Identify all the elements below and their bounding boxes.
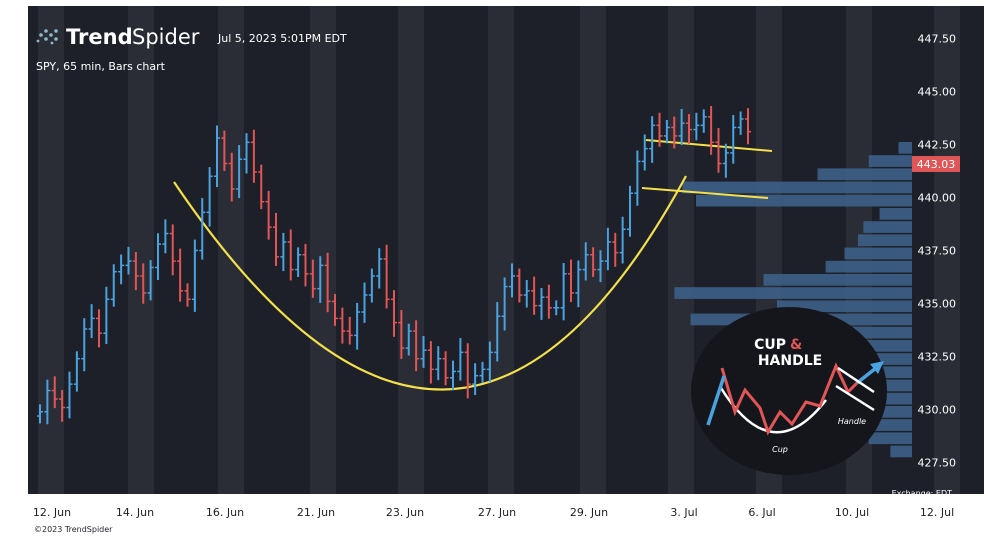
volume-profile-bar <box>763 274 912 286</box>
logo-icon <box>36 29 58 45</box>
inset-cup-label: Cup <box>772 445 788 454</box>
volume-profile-bar <box>696 194 912 207</box>
volume-profile-bar <box>890 445 912 458</box>
volume-profile-bar <box>817 168 912 181</box>
last-price-label: 443.03 <box>917 158 956 171</box>
x-tick-label: 6. Jul <box>748 506 775 519</box>
inset-handle-lower <box>835 384 875 412</box>
inset-handle-label: Handle <box>838 417 866 426</box>
volume-profile-bar <box>682 181 912 194</box>
handle-lower-line <box>641 187 769 199</box>
x-tick-label: 16. Jun <box>206 506 244 519</box>
inset-title-cup: CUP <box>754 337 786 353</box>
session-stripe <box>128 6 154 494</box>
session-stripe <box>310 6 336 494</box>
volume-profile-bar <box>868 432 912 445</box>
inset-price-path <box>720 362 860 436</box>
timestamp: Jul 5, 2023 5:01PM EDT <box>217 32 347 45</box>
y-tick-label: 427.50 <box>918 457 957 470</box>
session-stripe <box>488 6 514 494</box>
inset-left-arrow <box>706 375 726 426</box>
cup-handle-inset: CUP & HANDLE Cup Handle <box>691 307 887 475</box>
brand-name-bold: Trend <box>66 25 133 49</box>
y-tick-label: 440.00 <box>918 191 957 204</box>
inset-arrowhead <box>870 361 884 374</box>
x-tick-label: 12. Jul <box>920 506 954 519</box>
session-stripe <box>934 6 960 494</box>
symbol-line: SPY, 65 min, Bars chart <box>36 60 166 73</box>
session-stripe <box>38 6 64 494</box>
inset-title-handle: HANDLE <box>758 353 822 369</box>
exchange-label: Exchange: EDT <box>892 489 953 498</box>
y-tick-label: 437.50 <box>918 245 957 258</box>
x-tick-label: 3. Jul <box>670 506 697 519</box>
cup-curve <box>173 175 687 391</box>
x-tick-label: 12. Jun <box>33 506 71 519</box>
session-stripe <box>398 6 424 494</box>
brand-name-light: Spider <box>132 25 200 49</box>
volume-profile-bar <box>868 155 912 167</box>
inset-handle-upper <box>837 366 875 394</box>
y-tick-label: 447.50 <box>918 32 957 45</box>
volume-profile-bar <box>879 208 912 220</box>
x-tick-label: 23. Jun <box>386 506 424 519</box>
volume-profile-bar <box>858 234 912 247</box>
volume-profile-bar <box>674 287 912 299</box>
last-price-badge <box>912 156 960 172</box>
y-tick-label: 432.50 <box>918 351 957 364</box>
volume-profile-bar <box>858 419 912 431</box>
inset-title-amp: & <box>790 337 802 353</box>
y-tick-label: 445.00 <box>918 85 957 98</box>
x-tick-label: 21. Jun <box>297 506 335 519</box>
inset-circle <box>691 307 887 475</box>
copyright: ©2023 TrendSpider <box>34 525 113 534</box>
x-tick-label: 29. Jun <box>570 506 608 519</box>
volume-profile-bar <box>863 221 912 233</box>
volume-profile-bar <box>825 260 912 273</box>
trendspider-logo: Trend Spider <box>36 25 200 49</box>
volume-profile-bar <box>777 300 912 313</box>
x-tick-label: 27. Jun <box>478 506 516 519</box>
session-stripe <box>218 6 244 494</box>
volume-profile-bar <box>844 247 912 260</box>
inset-right-arrow <box>855 366 878 385</box>
y-tick-label: 442.50 <box>918 138 957 151</box>
volume-profile-bar <box>898 142 912 154</box>
x-tick-label: 14. Jun <box>116 506 154 519</box>
y-tick-label: 435.00 <box>918 298 957 311</box>
session-stripe <box>668 6 694 494</box>
x-tick-label: 10. Jul <box>835 506 869 519</box>
y-tick-label: 430.00 <box>918 404 957 417</box>
